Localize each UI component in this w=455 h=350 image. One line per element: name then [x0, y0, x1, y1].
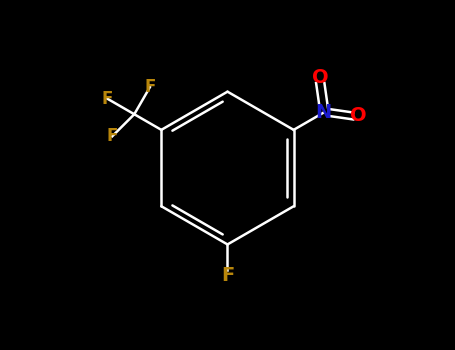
Text: F: F: [221, 266, 234, 285]
Text: F: F: [106, 127, 118, 145]
Text: F: F: [144, 78, 156, 96]
Text: O: O: [312, 68, 329, 87]
Text: O: O: [350, 106, 367, 125]
Text: N: N: [316, 103, 332, 122]
Text: F: F: [101, 90, 113, 107]
